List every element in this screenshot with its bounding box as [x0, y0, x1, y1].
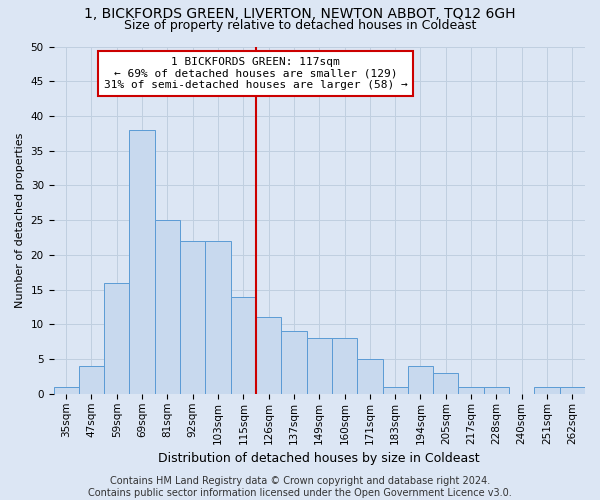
- Text: 1 BICKFORDS GREEN: 117sqm
← 69% of detached houses are smaller (129)
31% of semi: 1 BICKFORDS GREEN: 117sqm ← 69% of detac…: [104, 57, 407, 90]
- Text: Contains HM Land Registry data © Crown copyright and database right 2024.
Contai: Contains HM Land Registry data © Crown c…: [88, 476, 512, 498]
- Bar: [433, 373, 458, 394]
- Bar: [104, 282, 130, 394]
- Bar: [383, 387, 408, 394]
- Bar: [307, 338, 332, 394]
- Bar: [53, 387, 79, 394]
- Bar: [484, 387, 509, 394]
- Bar: [281, 332, 307, 394]
- Bar: [408, 366, 433, 394]
- Text: Size of property relative to detached houses in Coldeast: Size of property relative to detached ho…: [124, 19, 476, 32]
- Bar: [130, 130, 155, 394]
- Bar: [458, 387, 484, 394]
- Bar: [332, 338, 357, 394]
- Bar: [155, 220, 180, 394]
- Bar: [256, 318, 281, 394]
- Bar: [180, 241, 205, 394]
- Bar: [230, 296, 256, 394]
- X-axis label: Distribution of detached houses by size in Coldeast: Distribution of detached houses by size …: [158, 452, 480, 465]
- Bar: [560, 387, 585, 394]
- Text: 1, BICKFORDS GREEN, LIVERTON, NEWTON ABBOT, TQ12 6GH: 1, BICKFORDS GREEN, LIVERTON, NEWTON ABB…: [84, 8, 516, 22]
- Bar: [79, 366, 104, 394]
- Y-axis label: Number of detached properties: Number of detached properties: [15, 132, 25, 308]
- Bar: [205, 241, 230, 394]
- Bar: [535, 387, 560, 394]
- Bar: [357, 359, 383, 394]
